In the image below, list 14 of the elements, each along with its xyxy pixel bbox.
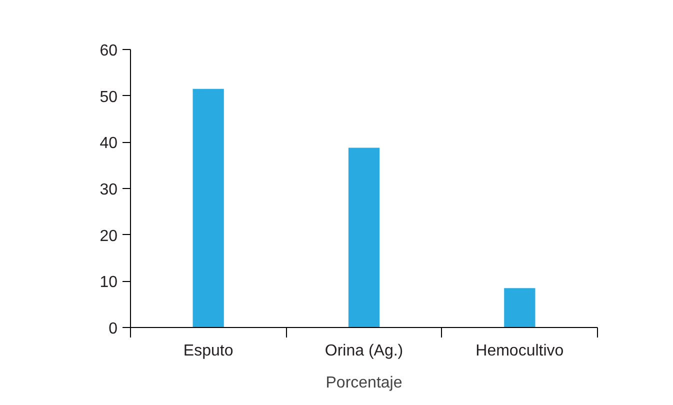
y-tick-label: 10 <box>100 274 118 292</box>
bar <box>504 288 536 328</box>
y-tick-label: 0 <box>108 320 118 338</box>
bar <box>348 148 380 328</box>
y-tick-label: 40 <box>100 135 118 152</box>
y-tick-label: 30 <box>100 182 118 198</box>
x-tick-label: Orina (Ag.) <box>324 342 404 360</box>
y-tick-label: 60 <box>100 42 118 60</box>
x-axis-title: Porcentaje <box>326 374 402 392</box>
bar <box>192 88 224 328</box>
y-tick-label: 50 <box>100 88 118 106</box>
y-tick-label: 20 <box>100 228 118 245</box>
x-tick-label: Esputo <box>183 342 234 360</box>
x-tick-label: Hemocultivo <box>476 342 564 360</box>
